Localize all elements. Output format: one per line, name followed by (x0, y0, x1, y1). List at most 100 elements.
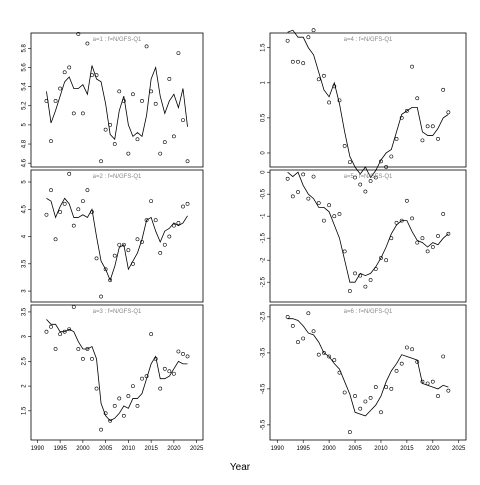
data-point (306, 35, 311, 40)
panel-frame (30, 169, 204, 303)
data-point (126, 248, 131, 253)
data-point (144, 218, 149, 223)
data-point (99, 294, 103, 299)
data-point (67, 171, 72, 176)
data-point (311, 174, 316, 179)
x-tick-label: 2025 (452, 446, 466, 452)
data-point (379, 410, 383, 415)
data-point (290, 323, 295, 328)
panel-title: a=5 : f=N/GFS-Q1 (344, 174, 393, 180)
y-tick-label: 5.4 (22, 82, 28, 91)
data-point (394, 137, 399, 141)
data-point (181, 118, 185, 123)
data-point (373, 175, 378, 180)
data-point (436, 394, 440, 398)
data-point (415, 359, 420, 364)
data-point (347, 160, 352, 164)
data-point (301, 172, 306, 177)
data-point (322, 73, 326, 78)
panel-title: a=1 : f=N/GFS-Q1 (93, 37, 142, 43)
data-point (153, 357, 158, 361)
y-tick-label: 5.6 (22, 63, 28, 72)
data-point (149, 332, 154, 337)
data-point (140, 376, 144, 381)
data-point (80, 111, 85, 116)
data-point (153, 101, 158, 106)
x-tick-label: 2020 (426, 446, 440, 452)
data-point (285, 176, 290, 181)
data-point (290, 59, 295, 64)
data-point (337, 370, 342, 375)
data-point (430, 379, 435, 384)
y-tick-label: -4.5 (261, 383, 267, 394)
data-point (185, 201, 190, 206)
data-point (332, 358, 337, 362)
data-point (121, 99, 126, 103)
y-tick-label: -3.5 (261, 347, 267, 358)
data-point (296, 340, 300, 344)
x-axis-label: Year (230, 462, 251, 473)
y-tick-label: -5.5 (261, 419, 267, 430)
data-point (332, 214, 337, 219)
data-point (363, 284, 368, 289)
data-point (436, 137, 440, 141)
data-point (327, 354, 332, 359)
panel-title: a=2 : f=N/GFS-Q1 (93, 174, 142, 180)
x-tick-label: 2020 (167, 446, 181, 452)
y-tick-label: -1.5 (261, 232, 267, 243)
data-point (162, 140, 167, 145)
data-point (181, 204, 185, 209)
data-point (347, 430, 352, 434)
y-tick-label: 1.5 (22, 406, 28, 415)
data-point (103, 267, 108, 272)
data-point (58, 86, 63, 91)
data-point (67, 65, 72, 70)
data-point (181, 352, 185, 356)
x-tick-label: 2010 (374, 446, 388, 452)
data-point (353, 394, 357, 398)
y-tick-label: -1 (261, 213, 267, 219)
data-point (149, 199, 154, 203)
data-point (99, 159, 103, 164)
data-point (327, 203, 332, 208)
data-point (131, 261, 135, 266)
data-point (121, 242, 126, 247)
data-point (389, 154, 394, 159)
data-point (162, 242, 167, 247)
data-point (353, 175, 357, 180)
data-point (85, 41, 90, 46)
data-point (415, 96, 420, 101)
data-point (389, 386, 394, 391)
data-point (285, 314, 290, 319)
x-tick-label: 2000 (76, 446, 90, 452)
data-point (368, 179, 373, 183)
panel-frame (30, 304, 204, 441)
data-point (90, 210, 94, 214)
data-point (384, 385, 389, 389)
data-point (167, 369, 172, 374)
data-point (62, 329, 67, 334)
data-point (410, 216, 414, 221)
data-point (446, 231, 451, 236)
y-tick-label: 4.6 (22, 158, 28, 167)
data-point (342, 390, 347, 395)
x-tick-label: 1990 (31, 446, 45, 452)
data-point (384, 258, 389, 263)
y-tick-label: -0.5 (261, 188, 267, 199)
data-point (399, 115, 404, 120)
y-tick-label: 0 (261, 170, 267, 174)
data-point (311, 329, 316, 334)
data-point (158, 151, 163, 156)
panel-frame (269, 304, 467, 441)
y-tick-label: 3.5 (22, 307, 28, 316)
data-point (394, 368, 399, 373)
fit-line (287, 171, 449, 283)
data-point (53, 237, 58, 242)
data-point (103, 127, 108, 132)
y-tick-label: 5.8 (22, 43, 28, 52)
data-point (363, 189, 368, 194)
x-tick-label: 2015 (144, 446, 158, 452)
y-tick-label: 4.5 (22, 204, 28, 213)
data-point (153, 218, 158, 223)
data-point (171, 371, 176, 376)
